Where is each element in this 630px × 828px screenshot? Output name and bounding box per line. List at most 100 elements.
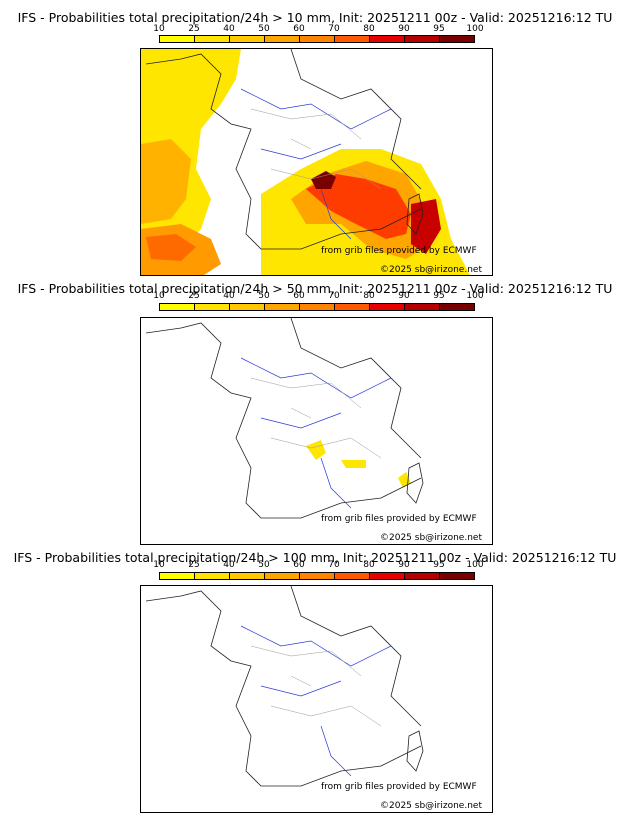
copyright: ©2025 sb@irizone.net: [380, 265, 482, 275]
colorbar-segment: [230, 304, 265, 310]
colorbar-tick-label: 80: [363, 291, 375, 301]
corsica-outline: [406, 193, 424, 235]
coastline: [145, 53, 422, 250]
prob-field-south-red: [306, 174, 411, 239]
prob-field-south: [306, 440, 326, 460]
source-note: from grib files provided by ECMWF: [321, 246, 477, 256]
colorbar-tick-label: 70: [328, 291, 340, 301]
colorbar-segment: [440, 573, 474, 579]
colorbar-labels: 10 25 40 50 60 70 80 90 95 100: [150, 291, 490, 301]
colorbar-labels: 10 25 40 50 60 70 80 90 95 100: [150, 24, 490, 34]
colorbar-segment: [160, 573, 195, 579]
corsica-outline: [406, 462, 424, 504]
prob-field-west-inner: [141, 139, 191, 224]
colorbar-segment: [230, 573, 265, 579]
region-borders: [250, 377, 382, 459]
probability-map: from grib files provided by ECMWF ©2025 …: [140, 317, 493, 545]
map-graphic: [145, 318, 424, 519]
colorbar-tick-label: 60: [293, 291, 305, 301]
colorbar-tick-label: 60: [293, 24, 305, 34]
colorbar-tick-label: 90: [398, 560, 410, 570]
colorbar-segment: [265, 573, 300, 579]
prob-field-corsica: [398, 472, 411, 488]
panel-title: IFS - Probabilities total precipitation/…: [17, 281, 613, 296]
colorbar-tick-label: 90: [398, 24, 410, 34]
colorbar-tick-label: 25: [188, 291, 200, 301]
panel-10mm: IFS - Probabilities total precipitation/…: [0, 0, 630, 278]
region-borders: [250, 108, 382, 190]
colorbar-segment: [230, 36, 265, 42]
river: [240, 625, 392, 777]
colorbar-tick-label: 100: [466, 291, 484, 301]
colorbar-segment: [160, 304, 195, 310]
prob-field-east: [411, 199, 441, 254]
panel-title: IFS - Probabilities total precipitation/…: [13, 550, 617, 565]
prob-field-southwest-core: [146, 234, 196, 261]
colorbar-segment: [265, 304, 300, 310]
panel-100mm: IFS - Probabilities total precipitation/…: [0, 548, 630, 828]
probability-map: from grib files provided by ECMWF ©2025 …: [140, 585, 493, 813]
source-note: from grib files provided by ECMWF: [321, 514, 477, 524]
colorbar-tick-label: 70: [328, 24, 340, 34]
colorbar-segment: [300, 573, 335, 579]
colorbar-segment: [405, 36, 440, 42]
colorbar-segment: [370, 573, 405, 579]
country-border: [290, 586, 422, 727]
colorbar-segment: [370, 304, 405, 310]
colorbar-tick-label: 10: [153, 291, 165, 301]
colorbar: [159, 572, 475, 580]
coastline: [145, 590, 422, 787]
map-graphic: [145, 586, 424, 787]
coastline: [145, 322, 422, 519]
colorbar-segment: [195, 573, 230, 579]
colorbar-tick-label: 50: [258, 560, 270, 570]
colorbar-segment: [195, 36, 230, 42]
colorbar-segment: [370, 36, 405, 42]
river: [240, 357, 392, 509]
copyright: ©2025 sb@irizone.net: [380, 801, 482, 811]
source-note: from grib files provided by ECMWF: [321, 782, 477, 792]
colorbar-segment: [335, 304, 370, 310]
probability-map: from grib files provided by ECMWF ©2025 …: [140, 48, 493, 276]
colorbar-tick-label: 40: [223, 291, 235, 301]
colorbar-tick-label: 50: [258, 24, 270, 34]
colorbar-tick-label: 40: [223, 560, 235, 570]
panel-title: IFS - Probabilities total precipitation/…: [17, 10, 613, 25]
colorbar-segment: [335, 573, 370, 579]
colorbar-tick-label: 95: [433, 24, 445, 34]
colorbar-tick-label: 60: [293, 560, 305, 570]
country-border: [290, 318, 422, 459]
colorbar-segment: [405, 573, 440, 579]
prob-field-coast: [341, 460, 366, 468]
country-border: [290, 49, 422, 190]
colorbar-segment: [160, 36, 195, 42]
colorbar-segment: [195, 304, 230, 310]
region-borders: [250, 645, 382, 727]
colorbar-tick-label: 100: [466, 560, 484, 570]
colorbar-tick-label: 95: [433, 560, 445, 570]
colorbar-segment: [405, 304, 440, 310]
prob-field-core: [311, 171, 336, 189]
colorbar: [159, 303, 475, 311]
colorbar: [159, 35, 475, 43]
colorbar-tick-label: 80: [363, 24, 375, 34]
colorbar-tick-label: 10: [153, 24, 165, 34]
corsica-outline: [406, 730, 424, 772]
colorbar-tick-label: 80: [363, 560, 375, 570]
panel-50mm: IFS - Probabilities total precipitation/…: [0, 278, 630, 548]
colorbar-segment: [300, 304, 335, 310]
colorbar-tick-label: 90: [398, 291, 410, 301]
map-graphic: [141, 49, 470, 275]
colorbar-segment: [300, 36, 335, 42]
colorbar-tick-label: 10: [153, 560, 165, 570]
colorbar-segment: [265, 36, 300, 42]
colorbar-tick-label: 25: [188, 560, 200, 570]
colorbar-segment: [440, 36, 474, 42]
colorbar-tick-label: 95: [433, 291, 445, 301]
colorbar-tick-label: 100: [466, 24, 484, 34]
colorbar-tick-label: 25: [188, 24, 200, 34]
colorbar-segment: [440, 304, 474, 310]
colorbar-tick-label: 50: [258, 291, 270, 301]
copyright: ©2025 sb@irizone.net: [380, 533, 482, 543]
colorbar-labels: 10 25 40 50 60 70 80 90 95 100: [150, 560, 490, 570]
